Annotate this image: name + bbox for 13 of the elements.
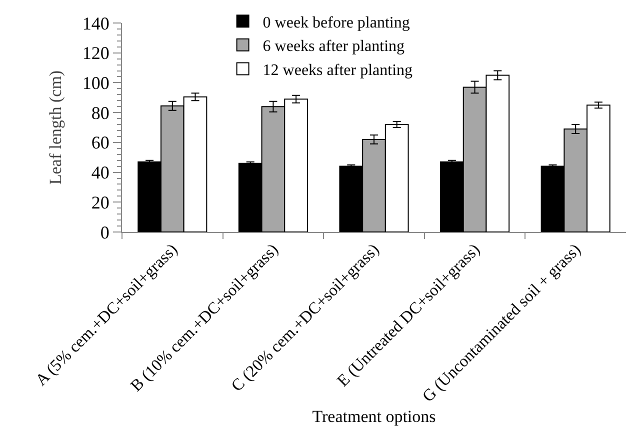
- y-tick-label: 40: [91, 162, 110, 183]
- x-axis-title: Treatment options: [312, 407, 436, 426]
- y-tick-label: 80: [91, 102, 110, 123]
- y-axis-title: Leaf length (cm): [46, 70, 65, 185]
- legend-label: 6 weeks after planting: [262, 38, 405, 56]
- y-tick-label: 120: [82, 43, 110, 64]
- y-tick-label: 100: [82, 73, 110, 94]
- y-tick-label: 0: [100, 222, 110, 242]
- y-tick-label: 140: [82, 13, 110, 34]
- y-tick-label: 20: [91, 192, 110, 212]
- legend-label: 12 weeks after planting: [262, 62, 413, 79]
- y-tick-label: 60: [91, 132, 110, 153]
- legend-label: 0 week before planting: [262, 14, 410, 32]
